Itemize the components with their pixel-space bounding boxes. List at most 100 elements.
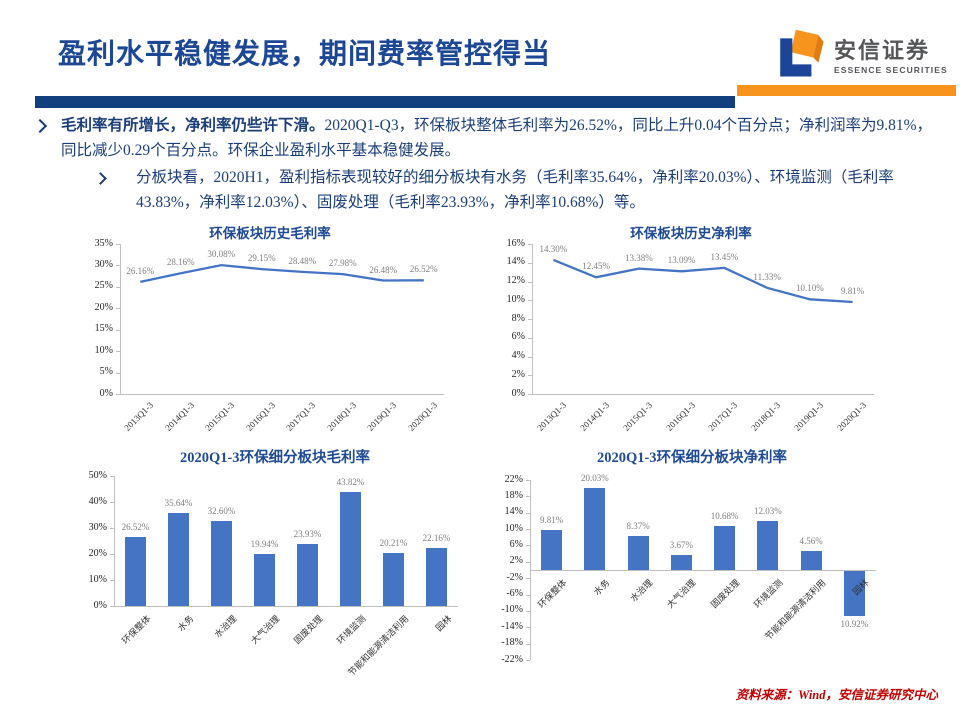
bullet-arrow-icon xyxy=(90,165,136,215)
y-axis-tick-label: 4% xyxy=(511,350,525,361)
data-label: 9.81% xyxy=(841,286,865,297)
x-axis-line xyxy=(114,606,458,607)
bar xyxy=(627,535,649,570)
data-label: 8.37% xyxy=(626,520,650,531)
y-axis-tick xyxy=(526,480,530,481)
y-axis-tick-label: -6% xyxy=(506,588,523,600)
data-label: 23.93% xyxy=(293,528,322,539)
x-category-label: 水务 xyxy=(175,613,195,634)
y-axis-tick xyxy=(116,329,120,331)
y-axis-tick-label: -22% xyxy=(501,653,523,665)
y-axis-tick-label: 50% xyxy=(88,469,107,481)
chart-title: 环保板块历史毛利率 xyxy=(209,226,331,241)
y-axis-tick xyxy=(110,606,114,607)
logo-name-en: ESSENCE SECURITIES xyxy=(834,65,948,75)
y-axis-tick xyxy=(116,244,120,245)
y-axis-tick xyxy=(526,627,530,629)
bullet-level2-text: 分板块看，2020H1，盈利指标表现较好的细分板块有水务（毛利率35.64%，净… xyxy=(136,169,894,211)
logo-text: 安信证券 ESSENCE SECURITIES xyxy=(834,33,948,75)
data-label: 11.33% xyxy=(753,271,781,282)
navy-divider xyxy=(35,96,735,108)
y-axis-tick-label: 40% xyxy=(88,495,107,507)
y-axis-tick xyxy=(110,528,114,529)
x-axis-line xyxy=(530,570,876,571)
y-axis-tick-label: 14% xyxy=(504,506,523,518)
bar xyxy=(297,543,318,606)
bar xyxy=(426,548,447,606)
y-axis-tick xyxy=(526,561,530,563)
bullet-level1: 毛利率有所增长，净利率仍些许下滑。2020Q1-Q3，环保板块整体毛利率为26.… xyxy=(32,113,937,163)
bar xyxy=(254,554,275,606)
data-label: 32.60% xyxy=(207,506,236,517)
data-label: 12.03% xyxy=(754,505,782,516)
chart-subsector-gross-margin: 2020Q1-3环保细分板块毛利率 50% 40% 30% 20% 10% 0% 26.52%… xyxy=(84,446,466,688)
y-axis-tick xyxy=(528,319,532,320)
bar xyxy=(168,513,189,606)
logo-name-cn: 安信证券 xyxy=(834,38,931,63)
y-axis-tick-label: -14% xyxy=(501,620,523,632)
y-axis-tick xyxy=(110,580,114,581)
data-label: 27.98% xyxy=(328,258,357,269)
data-label: 10.10% xyxy=(796,283,824,294)
y-axis-line xyxy=(120,244,121,394)
y-axis-tick-label: 2% xyxy=(509,555,523,567)
y-axis-tick-label: 25% xyxy=(94,280,113,292)
y-axis-tick xyxy=(116,265,120,267)
data-label: 14.30% xyxy=(539,243,568,254)
data-label: 13.09% xyxy=(667,255,696,266)
data-label: 26.52% xyxy=(409,264,438,275)
data-label: 35.64% xyxy=(164,498,193,509)
y-axis-tick xyxy=(110,502,114,503)
x-category-label: 节能和能源清洁利用 xyxy=(345,613,410,678)
y-axis-tick-label: 8% xyxy=(511,312,525,324)
y-axis-tick-label: 0% xyxy=(93,599,107,611)
y-axis-tick xyxy=(526,578,530,580)
y-axis-tick xyxy=(116,372,120,374)
x-category-label: 园林 xyxy=(433,613,453,634)
y-axis-tick xyxy=(528,337,532,339)
y-axis-line xyxy=(114,476,115,606)
y-axis-tick-label: 20% xyxy=(94,301,113,313)
bar xyxy=(670,554,692,570)
y-axis-tick xyxy=(116,351,120,353)
y-axis-tick xyxy=(116,308,120,310)
y-axis-tick-label: 35% xyxy=(94,237,113,249)
y-axis-tick-label: 10% xyxy=(504,522,523,534)
bar xyxy=(584,488,606,570)
y-axis-tick-label: 0% xyxy=(99,387,113,399)
essence-logo-icon xyxy=(780,29,824,77)
y-axis-tick xyxy=(528,375,532,377)
bar xyxy=(843,571,865,616)
data-label: 4.56% xyxy=(799,536,823,547)
data-label: 10.68% xyxy=(710,511,739,522)
data-label: 29.15% xyxy=(247,253,276,264)
bullet-rest-text: 2020Q1-Q3，环保板块整体毛利率为26.52%，同比上升0.04个百分点；… xyxy=(61,117,933,159)
chart-gross-margin-history: 环保板块历史毛利率 35% 30% 25% 20% 15% 10% 5% 0% 26.16% 28.… xyxy=(84,222,456,438)
y-axis-tick xyxy=(526,660,530,661)
x-category-label: 水治理 xyxy=(211,613,238,640)
data-label: 13.45% xyxy=(710,251,739,262)
x-axis-line xyxy=(532,394,874,395)
y-axis-tick xyxy=(526,496,530,498)
data-label: 9.81% xyxy=(540,514,564,525)
line-series xyxy=(552,258,853,304)
chart-title: 2020Q1-3环保细分板块毛利率 xyxy=(179,450,371,466)
bar xyxy=(125,537,146,606)
x-axis-line xyxy=(120,394,444,395)
data-source-note: 资料来源：Wind，安信证券研究中心 xyxy=(735,688,938,702)
data-label: 30.08% xyxy=(207,249,236,260)
y-axis-tick-label: 0% xyxy=(511,387,525,399)
data-label: 20.21% xyxy=(379,538,408,549)
y-axis-tick xyxy=(116,286,120,288)
y-axis-tick-label: -18% xyxy=(501,637,523,649)
y-axis-tick xyxy=(526,643,530,645)
y-axis-tick-label: 10% xyxy=(506,293,525,305)
y-axis-tick xyxy=(528,394,532,395)
y-axis-tick-label: 14% xyxy=(506,256,525,268)
line-path xyxy=(552,258,853,304)
bar xyxy=(383,553,404,606)
bullet-lead-text: 毛利率有所增长，净利率仍些许下滑。 xyxy=(61,117,325,134)
bullet-level1-text: 毛利率有所增长，净利率仍些许下滑。2020Q1-Q3，环保板块整体毛利率为26.… xyxy=(61,113,937,163)
y-axis-tick-label: 20% xyxy=(88,547,107,559)
y-axis-tick xyxy=(528,262,532,264)
